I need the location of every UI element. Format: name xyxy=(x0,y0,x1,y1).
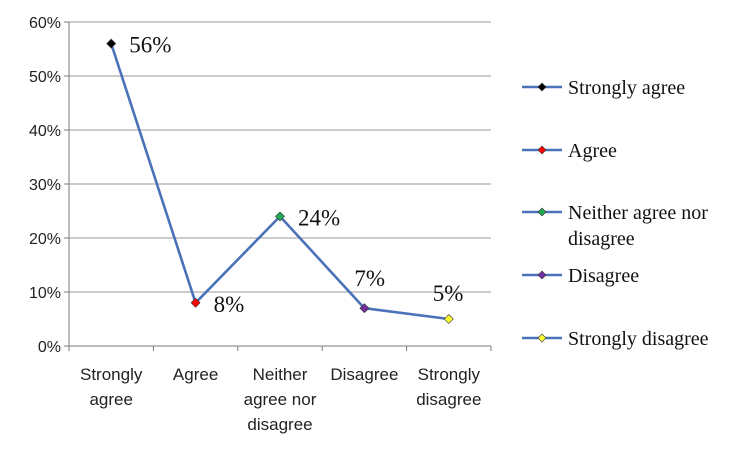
grid-layer xyxy=(69,21,491,293)
legend-marker xyxy=(537,207,547,217)
legend-label: Agree xyxy=(568,140,617,162)
x-tick-label: Neither agree nor disagree xyxy=(244,365,317,434)
legend-marker xyxy=(537,82,547,92)
axis-layer: 0% 10% 20% 30% 40% 50% 60% Strongly agree Agree Ne… xyxy=(29,15,492,434)
data-point-marker xyxy=(190,297,201,308)
legend-marker xyxy=(537,270,547,280)
x-tick-label: Strongly disagree xyxy=(416,365,481,409)
data-point-marker xyxy=(359,303,370,314)
legend-marker xyxy=(537,333,547,343)
data-label: 5% xyxy=(433,281,464,306)
y-tick-label: 20% xyxy=(29,231,61,248)
legend-marker xyxy=(537,145,547,155)
x-tick-label: Disagree xyxy=(330,365,398,384)
data-label: 7% xyxy=(354,266,385,291)
legend-label: Neither agree nor disagree xyxy=(568,202,708,250)
data-label: 8% xyxy=(214,292,245,317)
y-tick-label: 40% xyxy=(29,123,61,140)
series-line xyxy=(109,43,449,321)
y-tick-label: 30% xyxy=(29,177,61,194)
data-point-marker xyxy=(275,211,285,222)
legend: Strongly agree Agree Neither agree nor disa… xyxy=(522,77,709,350)
data-label: 56% xyxy=(129,33,171,58)
data-label-layer: 56% 8% 24% 7% 5% xyxy=(129,33,463,317)
legend-label: Disagree xyxy=(568,265,639,287)
legend-label: Strongly disagree xyxy=(568,328,709,350)
x-tick-label: Agree xyxy=(173,365,218,384)
y-tick-label: 50% xyxy=(29,69,61,86)
y-tick-label: 60% xyxy=(29,15,61,32)
legend-label: Strongly agree xyxy=(568,77,685,99)
y-tick-label: 10% xyxy=(29,285,61,302)
x-tick-label: Strongly agree xyxy=(80,365,143,409)
data-point-marker xyxy=(106,38,117,49)
data-point-marker xyxy=(443,314,454,324)
data-label: 24% xyxy=(298,205,340,230)
y-tick-label: 0% xyxy=(38,339,61,356)
series-layer xyxy=(106,38,454,324)
